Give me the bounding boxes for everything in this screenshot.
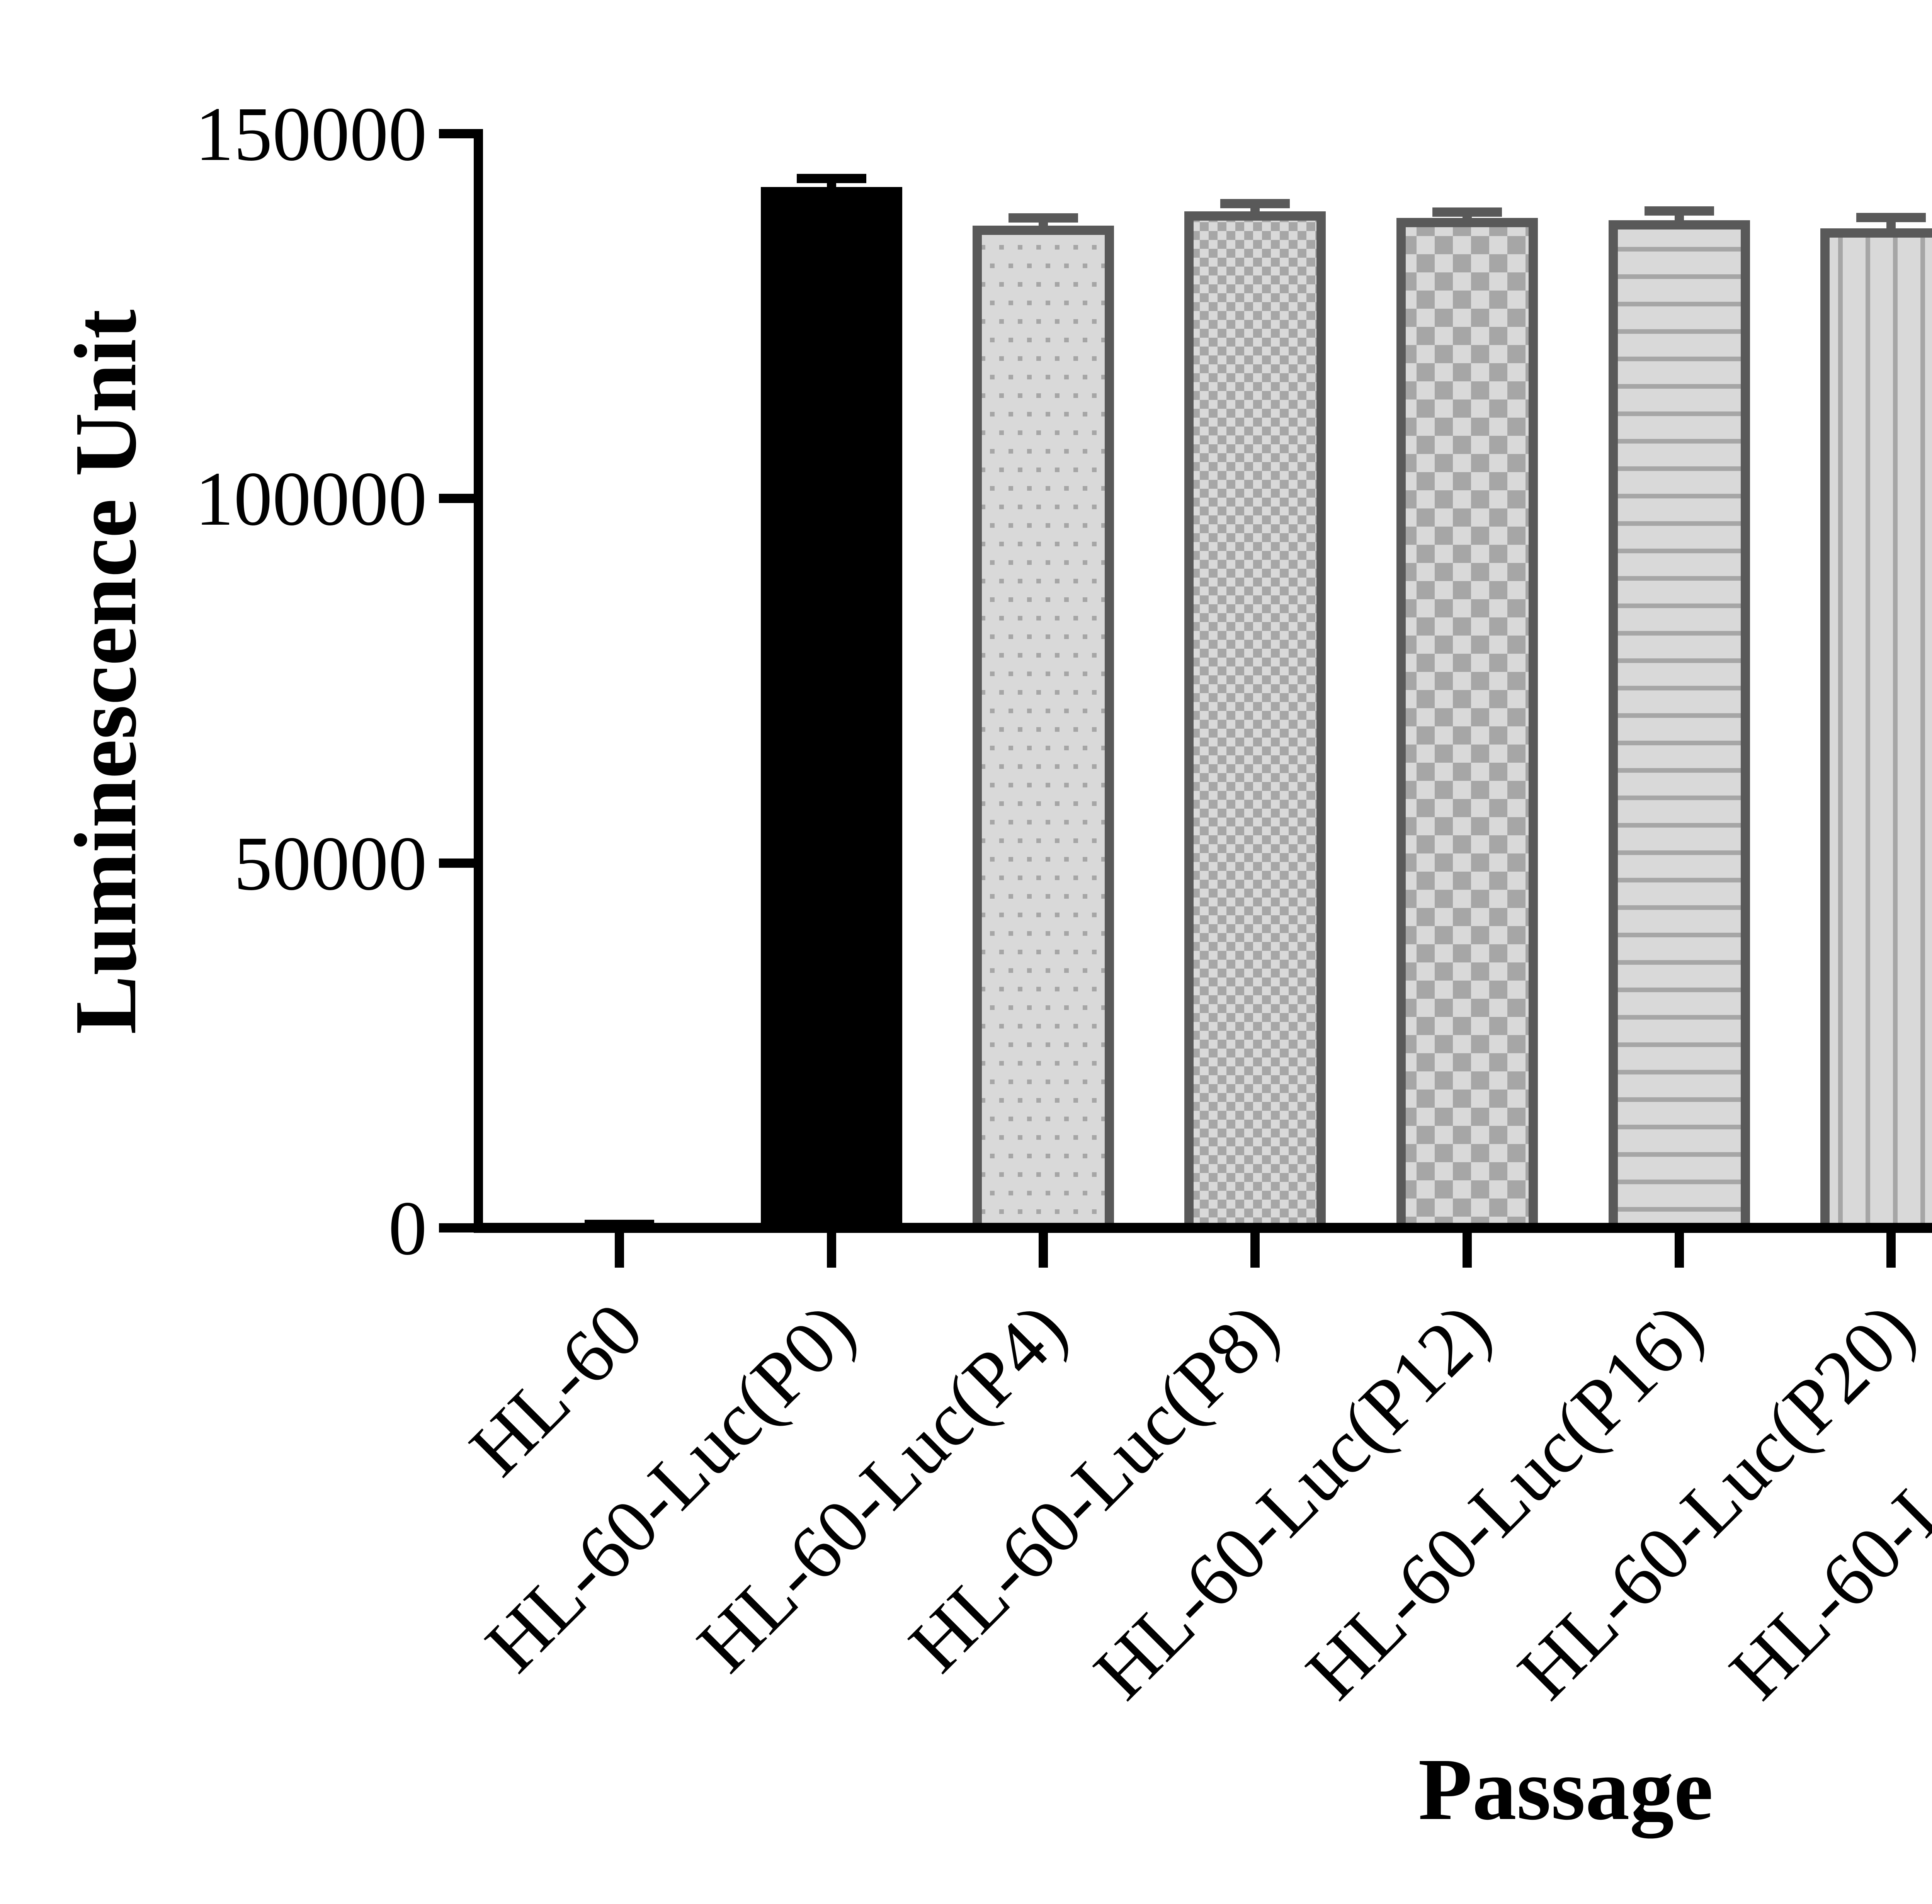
svg-text:Passage: Passage	[1418, 1740, 1713, 1839]
svg-text:Luminescence Unit: Luminescence Unit	[56, 309, 155, 1034]
svg-text:100000: 100000	[195, 456, 427, 542]
svg-text:150000: 150000	[195, 92, 427, 177]
svg-text:50000: 50000	[234, 821, 427, 906]
svg-text:0: 0	[388, 1186, 427, 1271]
